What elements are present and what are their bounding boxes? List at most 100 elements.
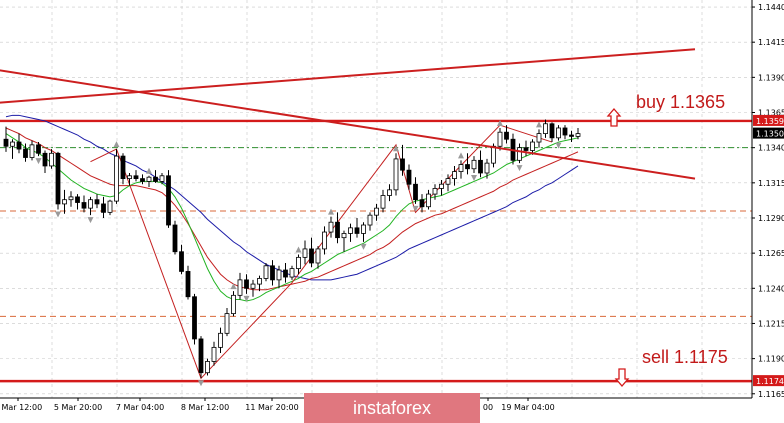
candle-body [120,155,126,180]
fractal-marker [412,205,419,212]
candle [81,195,87,213]
candle [393,153,399,196]
candle [484,158,490,179]
candle [419,194,425,213]
candle [536,129,542,148]
y-tick-label: 1.1215 [758,319,784,328]
candle-body [94,199,100,205]
candle-body [426,193,431,208]
arrow-down-icon [614,368,630,387]
candle-body [270,265,275,281]
candle-body [452,171,457,180]
y-tick-label: 1.1415 [758,38,784,47]
candle-body [309,248,314,264]
candle-body [16,141,22,150]
fractal-marker [55,211,61,218]
fractal-marker [35,158,42,165]
plot-frame [0,0,753,399]
candle [354,217,360,238]
grid [0,0,752,398]
candle [107,199,113,216]
candle [400,144,405,176]
candle [530,139,535,155]
candle-body [478,159,483,174]
candle [445,174,451,192]
candle [302,240,308,265]
candle [68,191,74,207]
candle [49,149,54,169]
candle [23,143,28,162]
candle-body [432,188,438,195]
ma-fast-line [5,133,579,302]
candle [263,262,269,282]
candle-body [81,202,87,209]
candle [517,143,522,164]
ma-slow-line [5,114,579,281]
candle-body [237,279,243,296]
candle [140,174,145,185]
candle-body [530,141,535,151]
candle-body [562,127,568,136]
candle [127,172,132,186]
y-tick-label: 1.1265 [758,249,784,258]
candle [55,151,61,210]
candle [153,170,158,183]
candle [387,184,392,202]
watermark-text: instaforex [353,398,431,418]
candle-body [575,133,581,137]
candle [575,127,581,140]
candle [322,226,327,255]
candle-body [276,269,282,281]
y-tick-label: 1.1340 [758,144,784,153]
candle-body [517,147,522,161]
candle [205,358,210,376]
x-tick-label: 7 Mar 04:00 [116,403,164,412]
candle-body [354,227,360,234]
candle [348,223,353,242]
candle-body [211,346,217,362]
y-tick-label: 1.1290 [758,214,784,223]
candle-body [328,221,334,233]
sell-signal-label: sell 1.1175 [642,347,728,367]
candle-body [556,127,561,139]
candle [3,126,9,152]
candle [367,212,373,231]
candle [296,254,301,275]
candle [465,153,470,175]
candle-body [322,231,327,250]
candle-body [361,224,366,234]
price-badge-label: 1.1350 [756,130,784,139]
candle [361,222,366,242]
candle-body [55,152,61,205]
candle-body [198,338,204,374]
candle-body [445,178,451,185]
candle [166,170,171,228]
trendline [0,69,696,180]
x-tick-label: 4 Mar 12:00 [0,403,42,412]
candle-body [367,214,373,226]
x-tick-label: 19 Mar 04:00 [501,403,554,412]
candle [432,184,438,200]
candle-body [10,141,15,147]
x-axis: 4 Mar 12:00 5 Mar 20:00 7 Mar 04:00 8 Mar 1… [0,398,555,412]
fractal-marker [295,246,302,253]
candle-body [127,175,132,180]
candle [315,246,321,269]
candle [120,153,126,185]
candle-body [419,199,425,208]
x-tick-label: 5 Mar 20:00 [54,403,102,412]
candle [497,127,503,151]
zigzag [35,119,562,387]
candle-body [341,233,347,239]
candle [309,237,314,268]
signals: buy 1.1365 sell 1.1175 [606,92,728,387]
candle-body [172,224,178,253]
candle [523,140,529,157]
y-tick-label: 1.1165 [758,390,784,399]
candle [374,203,379,221]
candle [42,150,48,173]
candle-body [471,159,477,170]
candle [62,189,67,214]
candle [504,125,509,144]
candle [549,122,555,143]
